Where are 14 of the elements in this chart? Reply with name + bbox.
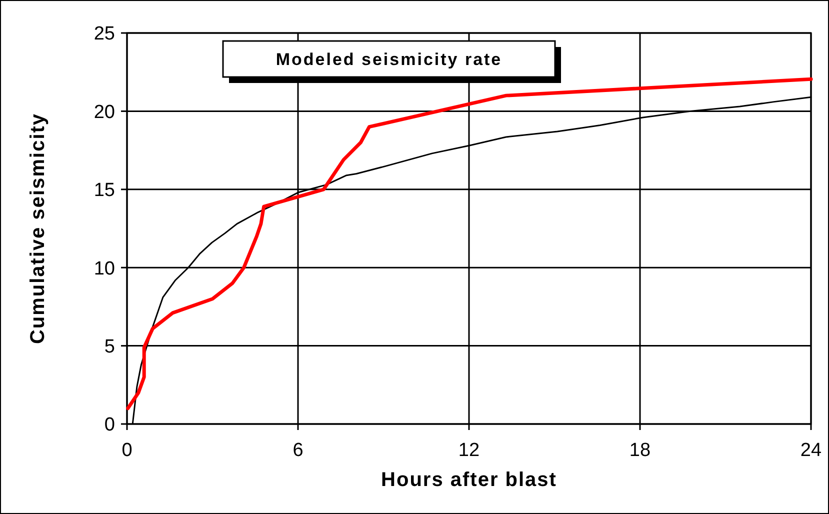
y-tick-label: 25 (94, 24, 115, 45)
x-tick-label: 18 (629, 440, 651, 461)
x-tick-label: 6 (292, 440, 304, 461)
y-tick-label: 20 (94, 102, 115, 123)
y-tick-label: 0 (104, 414, 115, 436)
y-axis-title: Cumulative seismicity (27, 112, 49, 344)
y-tick-label: 5 (104, 336, 115, 358)
x-axis-title: Hours after blast (381, 469, 557, 491)
x-tick-label: 12 (458, 440, 480, 461)
x-tick-label: 24 (800, 440, 822, 461)
y-tick-label: 10 (94, 258, 115, 280)
y-tick-label: 15 (94, 180, 115, 202)
annotation: Modeled seismicity rate (276, 50, 502, 69)
x-tick-label: 0 (122, 440, 132, 461)
